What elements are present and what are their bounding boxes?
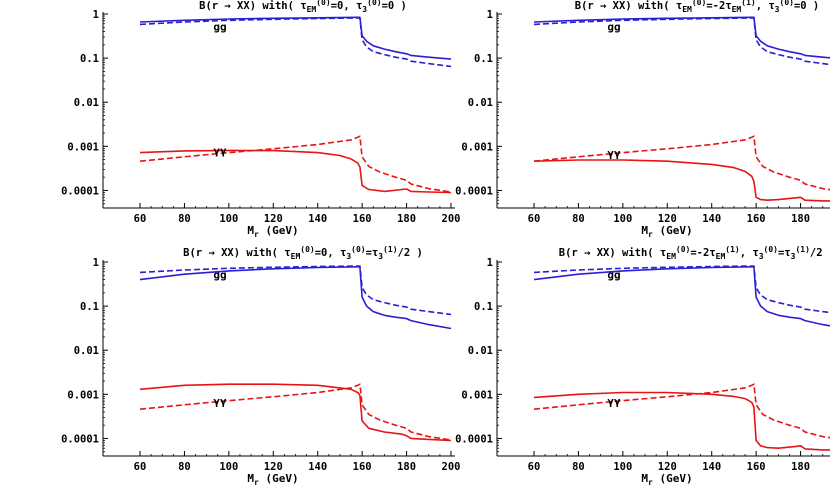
y-tick-label: 0.1 bbox=[80, 301, 99, 313]
x-tick-label: 200 bbox=[442, 213, 461, 225]
x-tick-label: 80 bbox=[572, 213, 585, 225]
y-tick-label: 0.0001 bbox=[455, 433, 493, 445]
x-tick-label: 200 bbox=[442, 461, 461, 473]
x-axis-label: Mr (GeV) bbox=[247, 224, 298, 239]
x-tick-label: 180 bbox=[397, 213, 416, 225]
y-tick-label: 1 bbox=[487, 9, 493, 21]
series-line-1 bbox=[139, 16, 452, 60]
series-line-3 bbox=[139, 383, 452, 442]
series-line-4 bbox=[533, 135, 830, 191]
x-tick-label: 160 bbox=[353, 461, 372, 473]
x-tick-label: 140 bbox=[308, 213, 327, 225]
x-tick-label: 180 bbox=[791, 461, 810, 473]
series-line-2 bbox=[533, 265, 830, 314]
series-line-3 bbox=[533, 159, 830, 202]
y-tick-label: 0.1 bbox=[80, 53, 99, 65]
x-tick-label: 120 bbox=[658, 213, 677, 225]
y-tick-label: 0.001 bbox=[461, 141, 493, 153]
series-line-2 bbox=[533, 17, 830, 66]
annotation-label: γγ bbox=[607, 395, 621, 408]
y-tick-label: 0.01 bbox=[74, 345, 99, 357]
x-tick-label: 100 bbox=[219, 213, 238, 225]
series-line-2 bbox=[139, 265, 452, 316]
chart-title: B(r → XX) with( τEM(0)=0, τ3(0)=0 ) bbox=[199, 0, 407, 14]
series-line-4 bbox=[533, 383, 830, 439]
x-axis-label: Mr (GeV) bbox=[641, 472, 692, 487]
chart-panel-3: B(r → XX) with( τEM(0)=0, τ3(0)=τ3(1)/2 … bbox=[61, 245, 460, 487]
x-tick-label: 80 bbox=[178, 461, 191, 473]
x-tick-label: 180 bbox=[791, 213, 810, 225]
y-tick-label: 0.0001 bbox=[61, 185, 99, 197]
chart-panel-2: B(r → XX) with( τEM(0)=-2τEM(1), τ3(0)=0… bbox=[455, 0, 830, 239]
annotation-label: gg bbox=[607, 21, 620, 34]
y-tick-label: 0.01 bbox=[74, 97, 99, 109]
series-line-1 bbox=[139, 265, 452, 330]
series-line-2 bbox=[139, 17, 452, 68]
x-tick-label: 140 bbox=[702, 461, 721, 473]
y-tick-label: 1 bbox=[93, 9, 99, 21]
chart-title: B(r → XX) with( τEM(0)=0, τ3(0)=τ3(1)/2 … bbox=[183, 245, 423, 261]
x-tick-label: 80 bbox=[572, 461, 585, 473]
x-tick-label: 160 bbox=[747, 213, 766, 225]
x-tick-label: 160 bbox=[353, 213, 372, 225]
x-tick-label: 160 bbox=[747, 461, 766, 473]
chart-title: B(r → XX) with( τEM(0)=-2τEM(1), τ3(0)=τ… bbox=[559, 245, 830, 261]
x-tick-label: 100 bbox=[613, 213, 632, 225]
annotation-label: gg bbox=[213, 269, 226, 282]
annotation-label: gg bbox=[213, 21, 226, 34]
annotation-label: γγ bbox=[213, 395, 227, 408]
chart-panel-1: B(r → XX) with( τEM(0)=0, τ3(0)=0 ) 1 0.1 0… bbox=[61, 0, 460, 239]
chart-title: B(r → XX) with( τEM(0)=-2τEM(1), τ3(0)=0… bbox=[575, 0, 820, 14]
y-tick-label: 0.1 bbox=[474, 53, 493, 65]
y-tick-label: 0.0001 bbox=[61, 433, 99, 445]
y-tick-label: 0.01 bbox=[468, 345, 493, 357]
series-line-1 bbox=[533, 16, 830, 59]
annotation-label: γγ bbox=[213, 144, 227, 157]
x-tick-label: 120 bbox=[658, 461, 677, 473]
y-tick-label: 0.001 bbox=[461, 389, 493, 401]
x-tick-label: 60 bbox=[528, 213, 541, 225]
x-tick-label: 140 bbox=[308, 461, 327, 473]
x-tick-label: 60 bbox=[134, 461, 147, 473]
series-line-4 bbox=[139, 135, 452, 193]
y-tick-label: 0.01 bbox=[468, 97, 493, 109]
y-tick-label: 0.001 bbox=[67, 141, 99, 153]
x-axis-label: Mr (GeV) bbox=[247, 472, 298, 487]
x-axis-label: Mr (GeV) bbox=[641, 224, 692, 239]
x-tick-label: 180 bbox=[397, 461, 416, 473]
x-tick-label: 120 bbox=[264, 461, 283, 473]
series-line-1 bbox=[533, 265, 830, 327]
series-line-3 bbox=[533, 391, 830, 451]
x-tick-label: 60 bbox=[134, 213, 147, 225]
x-tick-label: 100 bbox=[219, 461, 238, 473]
y-tick-label: 0.001 bbox=[67, 389, 99, 401]
series-line-4 bbox=[139, 383, 452, 441]
x-tick-label: 140 bbox=[702, 213, 721, 225]
annotation-label: γγ bbox=[607, 147, 621, 160]
y-tick-label: 1 bbox=[487, 257, 493, 269]
x-tick-label: 120 bbox=[264, 213, 283, 225]
y-tick-label: 0.1 bbox=[474, 301, 493, 313]
x-tick-label: 100 bbox=[613, 461, 632, 473]
x-tick-label: 60 bbox=[528, 461, 541, 473]
y-tick-label: 1 bbox=[93, 257, 99, 269]
chart-panel-4: B(r → XX) with( τEM(0)=-2τEM(1), τ3(0)=τ… bbox=[455, 245, 830, 487]
y-tick-label: 0.0001 bbox=[455, 185, 493, 197]
x-tick-label: 80 bbox=[178, 213, 191, 225]
annotation-label: gg bbox=[607, 269, 620, 282]
